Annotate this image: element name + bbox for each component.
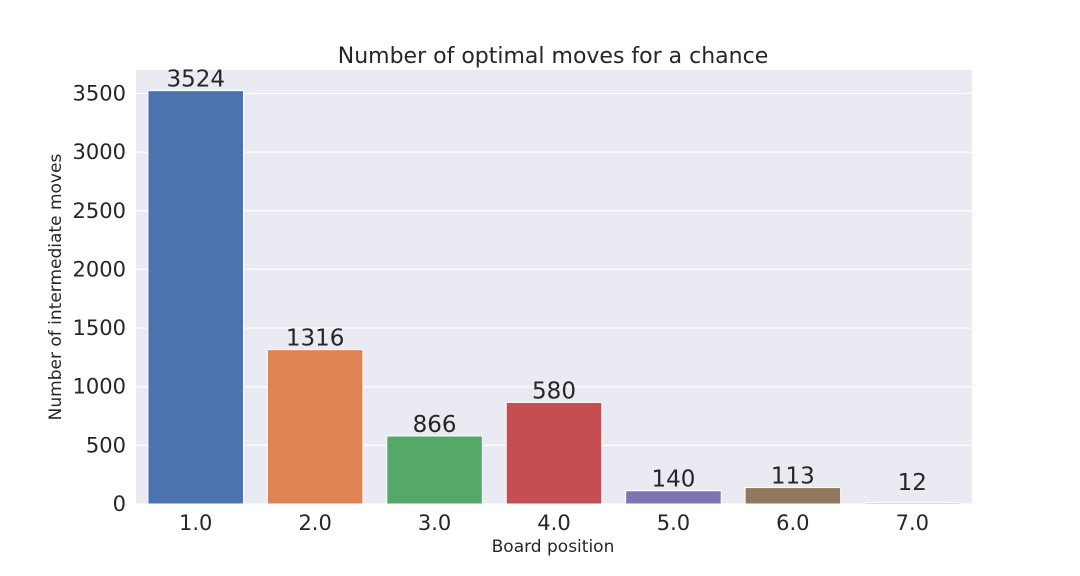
bar-data-label: 580 [532, 378, 576, 404]
x-tick-label: 4.0 [537, 511, 570, 535]
bar-2.0 [266, 349, 364, 505]
x-tick-label: 7.0 [896, 511, 929, 535]
y-tick-label: 3500 [73, 81, 126, 105]
y-tick-label: 2500 [73, 199, 126, 223]
bar-5.0 [625, 490, 722, 505]
y-tick-label: 2000 [73, 257, 126, 281]
x-tick-label: 3.0 [418, 511, 451, 535]
bar-7.0 [864, 502, 961, 505]
chart-title: Number of optimal moves for a chance [338, 44, 768, 69]
bar-6.0 [744, 487, 842, 505]
x-tick-label: 5.0 [657, 511, 690, 535]
x-tick-label: 1.0 [179, 511, 212, 535]
bar-data-label: 113 [771, 464, 815, 490]
bar-1.0 [147, 90, 244, 505]
bars [147, 90, 961, 505]
bar-data-label: 12 [898, 470, 927, 496]
bar-data-label: 140 [651, 467, 695, 493]
y-tick-label: 1000 [73, 375, 126, 399]
y-axis-label: Number of intermediate moves [46, 154, 66, 421]
y-axis-ticks: 0 500 1000 1500 2000 2500 3000 3500 [73, 81, 126, 516]
y-tick-label: 1500 [73, 316, 126, 340]
bar-4.0 [505, 401, 603, 505]
bar-data-label: 1316 [286, 326, 345, 352]
y-tick-label: 0 [113, 492, 126, 516]
x-tick-label: 6.0 [776, 511, 809, 535]
bar-data-label: 866 [413, 412, 457, 438]
x-axis-label: Board position [492, 537, 615, 557]
bar-labels: 3524 1316 866 580 140 113 12 [166, 67, 926, 496]
y-tick-label: 3000 [73, 140, 126, 164]
x-tick-label: 2.0 [298, 511, 331, 535]
bar-data-label: 3524 [166, 67, 225, 93]
y-tick-label: 500 [86, 433, 126, 457]
x-axis-ticks: 1.0 2.0 3.0 4.0 5.0 6.0 7.0 [179, 511, 929, 535]
bar-3.0 [386, 435, 483, 505]
